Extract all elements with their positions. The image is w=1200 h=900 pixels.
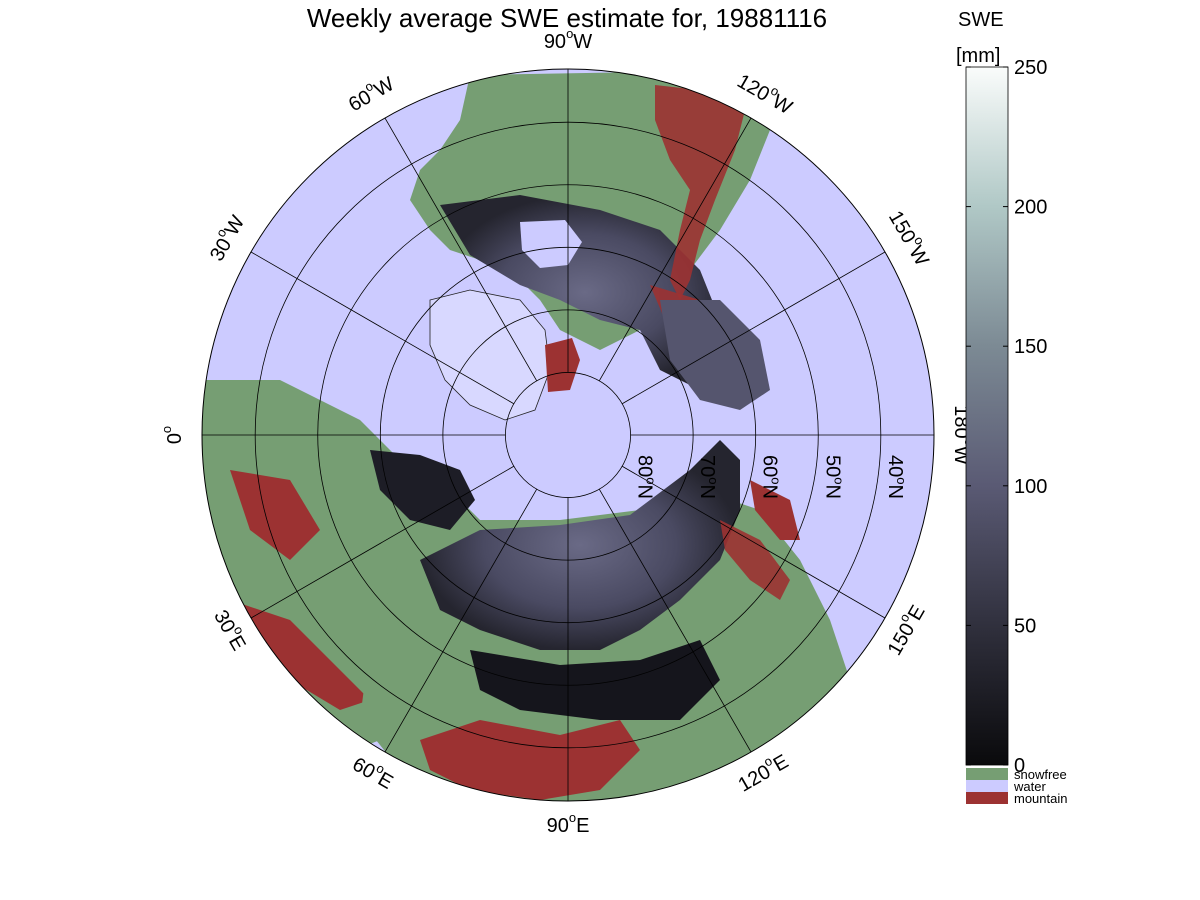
meridian-line [621,251,886,405]
mountains-alps [230,470,320,560]
colorbar-tick-label: 150 [1014,336,1047,358]
meridian-label: 90oW [544,26,592,53]
hudson-bay-inner [520,220,582,268]
snowpack-siberia [420,440,740,650]
snowpack-alaska [660,300,770,410]
mountains-east-siberia [720,520,790,600]
mountains-kamchatka [750,480,800,540]
meridian-label: 60oE [348,749,399,794]
colorbar-title-line2: [mm] [956,45,1000,67]
mountains-iberia [230,600,370,710]
meridian-line [598,117,752,382]
map-border [201,68,935,802]
parallel-labels: 80oN 70oN 60oN 50oN 40oN [634,455,909,499]
category-label-mountain: mountain [1014,791,1067,806]
parallel-label: 70oN [696,455,721,499]
parallel-label: 40oN [884,455,909,499]
colorbar-title-line1: SWE [958,9,1004,31]
meridian-line [384,488,538,753]
greenland [429,289,551,421]
parallel-label: 50oN [821,455,846,499]
mountains-himalaya [420,720,640,800]
meridian-label: 150oW [884,205,937,270]
meridian-label: 30oW [202,210,249,265]
category-swatch-water [966,780,1008,792]
meridian-label: 90oE [547,810,590,837]
colorbar-gradient [965,66,1009,766]
meridian-label: 60oW [343,69,398,116]
parallel-label: 80oN [634,455,659,499]
mountains-rockies [655,85,745,300]
snowpack-central-asia [470,640,720,720]
colorbar-tick-label: 0 [1014,755,1025,777]
meridian-line [384,117,538,382]
parallel-label: 60oN [759,455,784,499]
colorbar-tick-label: 250 [1014,57,1047,79]
category-label-snowfree: snowfree [1014,767,1067,782]
meridian-label: 30oE [209,604,254,655]
category-label-water: water [1013,779,1046,794]
meridian-line [621,465,886,619]
meridian-label: 0o [159,426,186,444]
meridian-line [598,488,752,753]
colorbar: SWE [mm] 250 200 150 100 50 0 snowfreewatermo… [956,9,1067,806]
category-swatch-snowfree [966,768,1008,780]
mountains-ellesmere [545,338,580,392]
colorbar-ticks: 250 200 150 100 50 0 [966,57,1047,777]
graticule [202,69,934,801]
polar-map [202,69,934,801]
colorbar-tick-label: 100 [1014,476,1047,498]
colorbar-tick-label: 200 [1014,197,1047,219]
scandinavia-snow [370,450,475,530]
meridian-label: 120oW [733,66,798,119]
meridian-line [250,251,515,405]
figure-title: Weekly average SWE estimate for, 1988111… [307,3,827,33]
category-swatch-mountain [966,792,1008,804]
snowpack-north-america [440,195,730,390]
colorbar-tick-label: 50 [1014,615,1036,637]
meridian-line [250,465,515,619]
